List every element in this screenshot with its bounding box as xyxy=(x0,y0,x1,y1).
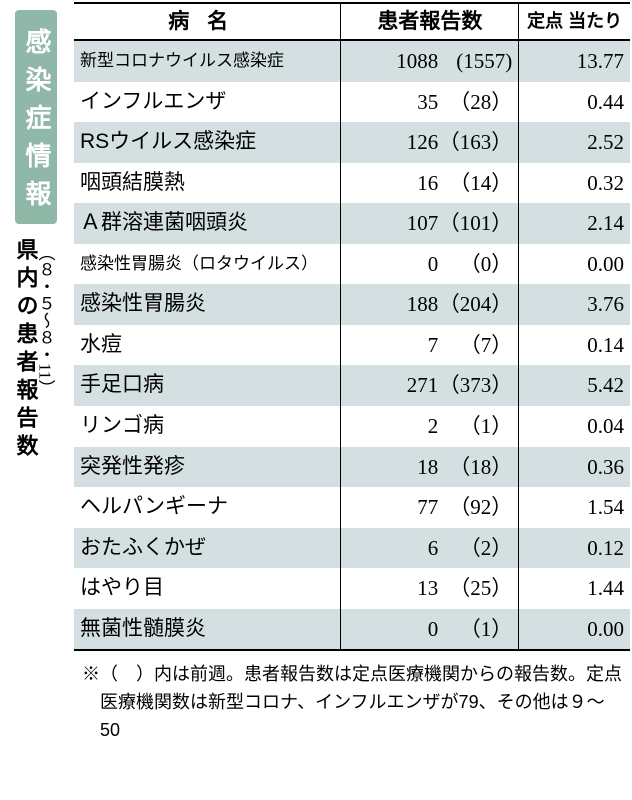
footnote: ※（ ）内は前週。患者報告数は定点医療機関からの報告数。定点医療機関数は新型コロ… xyxy=(92,651,630,745)
disease-name: はやり目 xyxy=(74,568,341,609)
table-row: 手足口病271（373）5.42 xyxy=(74,365,630,406)
subtitle-block: 県内の患者報告数 （８・５〜８・11） xyxy=(15,238,58,462)
per-point: 3.76 xyxy=(519,284,630,325)
patient-count: 6（2） xyxy=(341,528,519,569)
per-point: 1.44 xyxy=(519,568,630,609)
table-row: 新型コロナウイルス感染症1088(1557)13.77 xyxy=(74,40,630,82)
disease-name: Ａ群溶連菌咽頭炎 xyxy=(74,203,341,244)
disease-name: RSウイルス感染症 xyxy=(74,122,341,163)
patient-count: 0（0） xyxy=(341,244,519,285)
disease-name: 咽頭結膜熱 xyxy=(74,163,341,204)
table-row: 咽頭結膜熱16（14）0.32 xyxy=(74,163,630,204)
per-point: 1.54 xyxy=(519,487,630,528)
patient-count: 7（7） xyxy=(341,325,519,366)
per-point: 0.12 xyxy=(519,528,630,569)
per-point: 0.14 xyxy=(519,325,630,366)
col-header-per: 定点 当たり xyxy=(519,3,630,40)
patient-count: 271（373） xyxy=(341,365,519,406)
table-row: 感染性胃腸炎（ロタウイルス）0（0）0.00 xyxy=(74,244,630,285)
table-row: 感染性胃腸炎188（204）3.76 xyxy=(74,284,630,325)
table-row: Ａ群溶連菌咽頭炎107（101）2.14 xyxy=(74,203,630,244)
disease-name: 感染性胃腸炎 xyxy=(74,284,341,325)
table-row: 無菌性髄膜炎0（1）0.00 xyxy=(74,609,630,651)
patient-count: 18（18） xyxy=(341,447,519,488)
table-row: 水痘7（7）0.14 xyxy=(74,325,630,366)
disease-name: 無菌性髄膜炎 xyxy=(74,609,341,651)
per-point: 0.00 xyxy=(519,609,630,651)
disease-name: リンゴ病 xyxy=(74,406,341,447)
table-row: おたふくかぜ6（2）0.12 xyxy=(74,528,630,569)
table-row: はやり目13（25）1.44 xyxy=(74,568,630,609)
main-content: 病名 患者報告数 定点 当たり 新型コロナウイルス感染症1088(1557)13… xyxy=(74,2,630,745)
patient-count: 16（14） xyxy=(341,163,519,204)
table-row: インフルエンザ35（28）0.44 xyxy=(74,82,630,123)
disease-name: ヘルパンギーナ xyxy=(74,487,341,528)
period: （８・５〜８・11） xyxy=(37,238,54,396)
patient-count: 107（101） xyxy=(341,203,519,244)
disease-name: 水痘 xyxy=(74,325,341,366)
per-point: 0.04 xyxy=(519,406,630,447)
disease-name: インフルエンザ xyxy=(74,82,341,123)
per-point: 2.14 xyxy=(519,203,630,244)
per-point: 13.77 xyxy=(519,40,630,82)
patient-count: 0（1） xyxy=(341,609,519,651)
disease-name: 手足口病 xyxy=(74,365,341,406)
sidebar: 感染症情報 県内の患者報告数 （８・５〜８・11） xyxy=(2,2,74,462)
per-point: 0.00 xyxy=(519,244,630,285)
col-header-count: 患者報告数 xyxy=(341,3,519,40)
infection-table: 病名 患者報告数 定点 当たり 新型コロナウイルス感染症1088(1557)13… xyxy=(74,2,630,651)
per-point: 0.36 xyxy=(519,447,630,488)
per-point: 5.42 xyxy=(519,365,630,406)
per-point: 0.32 xyxy=(519,163,630,204)
per-point: 0.44 xyxy=(519,82,630,123)
patient-count: 126（163） xyxy=(341,122,519,163)
disease-name: 新型コロナウイルス感染症 xyxy=(74,40,341,82)
disease-name: 突発性発疹 xyxy=(74,447,341,488)
table-row: RSウイルス感染症126（163）2.52 xyxy=(74,122,630,163)
subtitle: 県内の患者報告数 xyxy=(15,238,37,462)
main-title: 感染症情報 xyxy=(15,10,57,224)
disease-name: 感染性胃腸炎（ロタウイルス） xyxy=(74,244,341,285)
patient-count: 188（204） xyxy=(341,284,519,325)
patient-count: 77（92） xyxy=(341,487,519,528)
col-header-name: 病名 xyxy=(74,3,341,40)
table-row: ヘルパンギーナ77（92）1.54 xyxy=(74,487,630,528)
disease-name: おたふくかぜ xyxy=(74,528,341,569)
table-row: リンゴ病2（1）0.04 xyxy=(74,406,630,447)
patient-count: 1088(1557) xyxy=(341,40,519,82)
patient-count: 13（25） xyxy=(341,568,519,609)
patient-count: 35（28） xyxy=(341,82,519,123)
table-row: 突発性発疹18（18）0.36 xyxy=(74,447,630,488)
patient-count: 2（1） xyxy=(341,406,519,447)
per-point: 2.52 xyxy=(519,122,630,163)
